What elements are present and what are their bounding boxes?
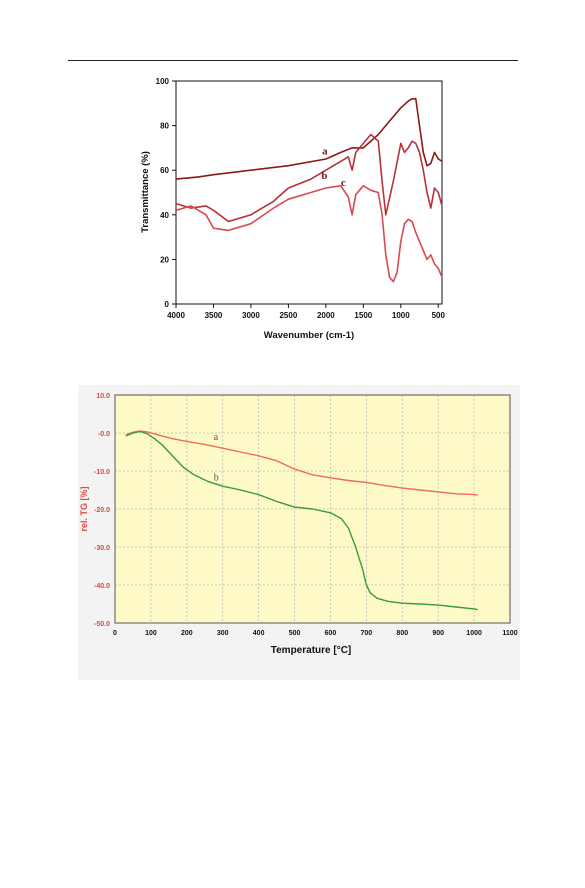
tg-y-tick-label: -50.0 xyxy=(94,621,110,628)
ftir-x-tick-label: 500 xyxy=(432,311,446,320)
ftir-chart-panel: 4000 3500 3000 2500 2000 1500 1000 500 0 20 40 60 8… xyxy=(130,70,460,360)
ftir-y-tick-label: 20 xyxy=(160,255,169,264)
tg-y-tick-label: -0.0 xyxy=(98,431,110,438)
tg-chart-panel: 0 100 200 300 400 500 600 700 800 900 1000 1100 10.… xyxy=(78,385,520,680)
ftir-x-tick-label: 3500 xyxy=(205,311,223,320)
ftir-x-tick-label: 3000 xyxy=(242,311,260,320)
ftir-y-axis-label: Transmittance (%) xyxy=(140,151,151,233)
header-rule xyxy=(68,60,518,61)
ftir-x-tick-label: 2500 xyxy=(279,311,297,320)
ftir-y-ticks: 0 20 40 60 80 100 xyxy=(156,77,176,309)
ftir-x-tick-label: 1000 xyxy=(392,311,410,320)
ftir-x-tick-label: 2000 xyxy=(317,311,335,320)
ftir-series xyxy=(175,97,443,283)
tg-x-tick-label: 1100 xyxy=(502,630,517,637)
tg-x-axis-label: Temperature [°C] xyxy=(271,645,352,656)
tg-y-ticks: 10.0 -0.0 -10.0 -20.0 -30.0 -40.0 -50.0 xyxy=(94,393,110,628)
ftir-plot-frame xyxy=(175,80,443,305)
tg-x-tick-label: 500 xyxy=(289,630,301,637)
ftir-y-tick-label: 40 xyxy=(160,211,169,220)
ftir-y-tick-label: 0 xyxy=(165,300,170,309)
ftir-y-tick-label: 100 xyxy=(156,77,170,86)
tg-x-tick-label: 200 xyxy=(181,630,193,637)
tg-x-tick-label: 1000 xyxy=(466,630,482,637)
tg-chart: 0 100 200 300 400 500 600 700 800 900 1000 1100 10.… xyxy=(79,393,518,656)
ftir-x-tick-label: 1500 xyxy=(354,311,372,320)
tg-curve-label-a: a xyxy=(214,432,219,443)
tg-curve-labels: ab xyxy=(214,432,219,484)
ftir-series-b-line xyxy=(175,133,443,223)
ftir-x-tick-label: 4000 xyxy=(167,311,185,320)
tg-x-tick-label: 600 xyxy=(325,630,337,637)
tg-curve-label-b: b xyxy=(214,473,219,484)
ftir-series-c-line xyxy=(175,185,443,283)
ftir-chart: 4000 3500 3000 2500 2000 1500 1000 500 0 20 40 60 8… xyxy=(140,77,445,341)
tg-y-tick-label: -30.0 xyxy=(94,545,110,552)
tg-x-tick-label: 400 xyxy=(253,630,265,637)
tg-series-b-line xyxy=(125,430,478,611)
tg-series xyxy=(125,430,478,611)
ftir-curve-labels: ab c xyxy=(321,146,345,189)
tg-x-tick-label: 100 xyxy=(145,630,157,637)
tg-y-tick-label: -10.0 xyxy=(94,469,110,476)
tg-x-tick-label: 0 xyxy=(113,630,117,637)
ftir-y-tick-label: 60 xyxy=(160,166,169,175)
ftir-curve-label-a: a xyxy=(322,146,328,158)
ftir-x-ticks: 4000 3500 3000 2500 2000 1500 1000 500 xyxy=(167,304,445,320)
tg-x-tick-label: 900 xyxy=(432,630,444,637)
ftir-curve-label-b: b xyxy=(321,170,327,182)
tg-series-a-line xyxy=(125,430,478,496)
tg-y-tick-label: 10.0 xyxy=(96,393,110,400)
tg-y-tick-label: -20.0 xyxy=(94,507,110,514)
ftir-x-axis-label: Wavenumber (cm-1) xyxy=(264,330,354,341)
tg-y-tick-label: -40.0 xyxy=(94,583,110,590)
tg-y-axis-label: rel. TG [%] xyxy=(79,486,89,531)
tg-x-tick-label: 300 xyxy=(217,630,229,637)
ftir-series-a-line xyxy=(175,97,443,180)
ftir-y-tick-label: 80 xyxy=(160,122,169,131)
tg-x-tick-label: 700 xyxy=(361,630,373,637)
tg-x-ticks: 0 100 200 300 400 500 600 700 800 900 1000 1100 xyxy=(113,630,518,637)
ftir-curve-label-c: c xyxy=(341,177,346,189)
ftir-axes xyxy=(175,80,443,305)
tg-plot-frame xyxy=(114,394,511,624)
tg-x-tick-label: 800 xyxy=(396,630,408,637)
